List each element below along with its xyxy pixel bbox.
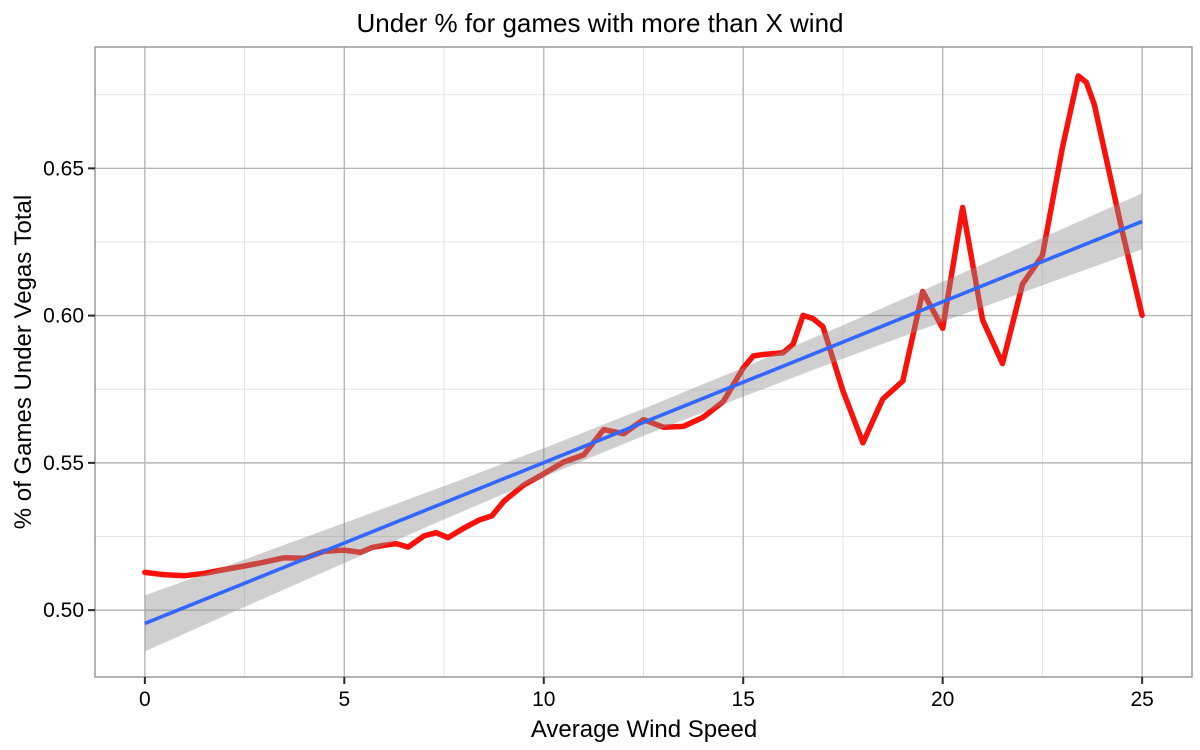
x-axis-title: Average Wind Speed	[530, 716, 758, 743]
x-tick-label: 5	[338, 688, 350, 711]
data-line	[142, 73, 1145, 579]
y-tick-label: 0.60	[43, 305, 84, 328]
y-tick-label: 0.65	[43, 157, 84, 180]
x-tick-label: 10	[532, 688, 555, 711]
x-tick-label: 0	[139, 688, 151, 711]
x-tick-label: 20	[931, 688, 954, 711]
x-tick-label: 15	[732, 688, 755, 711]
y-tick-label: 0.55	[43, 452, 84, 475]
trend-line	[144, 219, 1143, 626]
x-tick-label: 25	[1130, 688, 1153, 711]
panel-border	[94, 46, 1193, 678]
y-tick-label: 0.50	[43, 599, 84, 622]
chart-title: Under % for games with more than X wind	[356, 8, 844, 38]
y-axis-title: % of Games Under Vegas Total	[10, 194, 37, 530]
